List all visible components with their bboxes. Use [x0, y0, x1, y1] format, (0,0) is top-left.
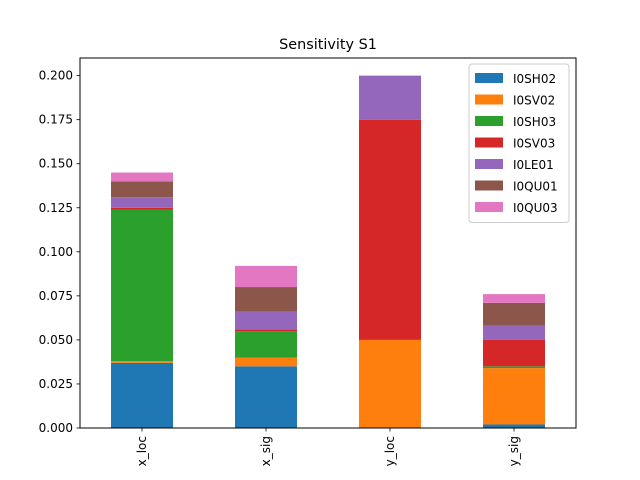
legend-label: I0LE01	[513, 158, 554, 172]
legend: I0SH02 I0SV02 I0SH03 I0SV03 I0LE01 I0QU01 I0QU…	[468, 63, 570, 223]
bar-segment-I0SH03-x_loc	[111, 209, 173, 362]
bar-segment-I0SV02-y_sig	[483, 368, 545, 425]
legend-swatch	[475, 94, 503, 105]
legend-swatch	[475, 73, 503, 83]
bar-segment-I0SV03-x_sig	[235, 329, 297, 332]
legend-swatch	[475, 137, 503, 148]
bar-segment-I0QU03-y_sig	[483, 294, 545, 303]
y-tick-label: 0.050	[39, 333, 73, 347]
y-tick-label: 0.200	[39, 69, 73, 83]
bar-segment-I0SH03-x_sig	[235, 331, 297, 358]
bar-segment-I0QU01-x_sig	[235, 287, 297, 312]
legend-swatch	[475, 159, 503, 169]
bar-segment-I0SH02-x_loc	[111, 362, 173, 428]
bar-segment-I0SV03-y_sig	[483, 339, 545, 367]
bar-segment-I0SV03-y_loc	[359, 119, 421, 340]
bar-segment-I0LE01-y_sig	[483, 325, 545, 340]
bar-segment-I0LE01-x_loc	[111, 197, 173, 208]
plot-frame	[79, 57, 577, 429]
legend-label: I0SH02	[513, 72, 556, 86]
bar-segment-I0LE01-y_loc	[359, 75, 421, 120]
y-tick-label: 0.100	[39, 245, 73, 259]
y-tick-label: 0.000	[39, 421, 73, 435]
bar-segment-I0QU01-y_sig	[483, 302, 545, 326]
legend-label: I0QU01	[513, 180, 558, 194]
legend-label: I0SH03	[513, 115, 556, 129]
x-tick-label: x_sig	[259, 436, 273, 466]
bar-segment-I0QU01-x_loc	[111, 181, 173, 198]
x-tick-label: y_sig	[507, 436, 521, 466]
legend-swatch	[475, 202, 503, 212]
y-axis: 0.000 0.025 0.050 0.075 0.100 0.125 0.150 0.175…	[39, 69, 80, 435]
bar-segment-I0QU03-x_loc	[111, 172, 173, 182]
bar-segment-I0SV02-x_loc	[111, 361, 173, 363]
y-tick-label: 0.025	[39, 377, 73, 391]
legend-label: I0SV03	[513, 137, 555, 151]
bar-segment-I0SV03-x_loc	[111, 207, 173, 210]
chart-title: Sensitivity S1	[279, 37, 377, 53]
legend-label: I0QU03	[513, 201, 558, 215]
bars-group	[111, 75, 545, 428]
y-tick-label: 0.175	[39, 113, 73, 127]
x-tick-label: y_loc	[383, 436, 397, 466]
bar-segment-I0LE01-x_sig	[235, 311, 297, 330]
y-tick-label: 0.150	[39, 157, 73, 171]
x-tick-label: x_loc	[135, 436, 149, 466]
legend-label: I0SV02	[513, 94, 555, 108]
x-axis: x_loc x_sig y_loc y_sig	[135, 428, 521, 466]
bar-segment-I0SH02-x_sig	[235, 366, 297, 428]
bar-segment-I0SV02-y_loc	[359, 339, 421, 428]
bar-segment-I0SH03-y_sig	[483, 366, 545, 369]
bar-segment-I0SV02-x_sig	[235, 357, 297, 367]
y-tick-label: 0.075	[39, 289, 73, 303]
legend-swatch	[475, 116, 503, 126]
y-tick-label: 0.125	[39, 201, 73, 215]
bar-segment-I0QU03-x_sig	[235, 265, 297, 288]
bar-segment-I0SH02-y_sig	[483, 424, 545, 428]
legend-swatch	[475, 180, 503, 191]
